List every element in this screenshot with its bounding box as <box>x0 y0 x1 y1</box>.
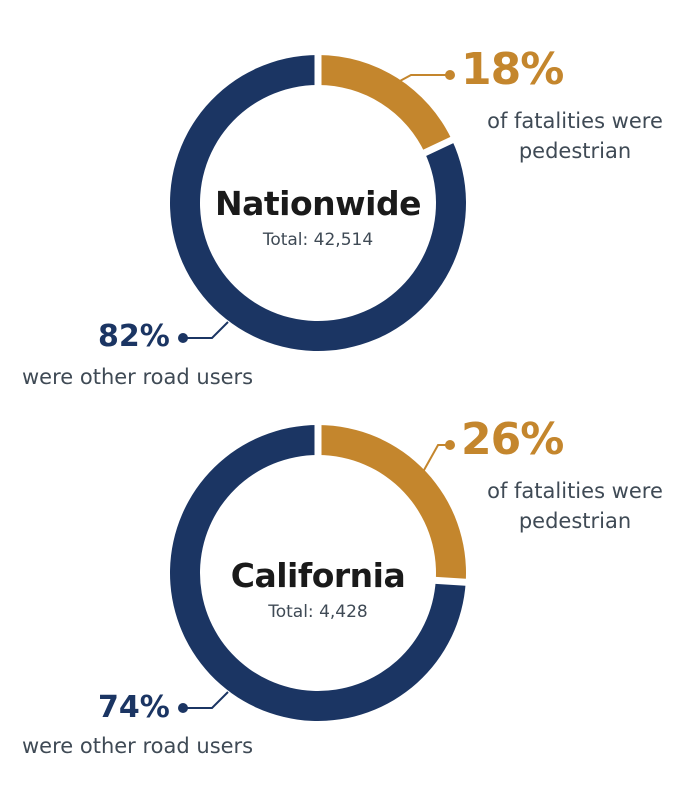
slice-gap <box>433 576 468 586</box>
donut-total: Total: 4,428 <box>268 602 368 622</box>
donut-title: Nationwide <box>215 184 421 223</box>
california-donut-panel: California Total: 4,428 26% of fatalitie… <box>0 370 697 758</box>
pedestrian-slice <box>318 55 452 153</box>
other-description: were other road users <box>22 365 254 389</box>
other-leader-line <box>183 321 229 339</box>
donut-title: California <box>230 556 406 595</box>
pedestrian-slice <box>318 425 466 583</box>
other-percent-label: 82% <box>98 319 170 354</box>
slice-gap <box>421 135 456 157</box>
other-leader-dot <box>178 703 188 713</box>
pedestrian-description: of fatalities were pedestrian <box>487 109 663 163</box>
other-percent-label: 74% <box>98 690 170 725</box>
other-leader-line <box>183 691 229 709</box>
donut-total: Total: 42,514 <box>262 230 374 250</box>
pedestrian-percent-label: 18% <box>461 44 564 95</box>
pedestrian-percent-label: 26% <box>461 414 564 465</box>
nationwide-donut-panel: Nationwide Total: 42,514 18% of fataliti… <box>0 0 697 389</box>
nationwide-donut <box>170 53 466 351</box>
pedestrian-leader-line <box>392 74 450 86</box>
other-description: were other road users <box>22 734 254 758</box>
pedestrian-description: of fatalities were pedestrian <box>487 479 663 533</box>
california-donut <box>170 423 468 721</box>
other-leader-dot <box>178 333 188 343</box>
pedestrian-leader-dot <box>445 440 455 450</box>
pedestrian-leader-dot <box>445 70 455 80</box>
